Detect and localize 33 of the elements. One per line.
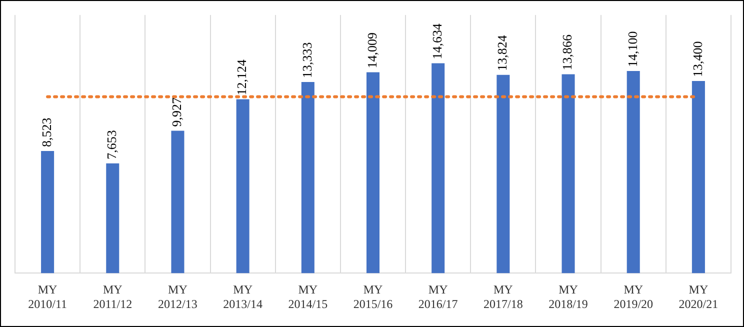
x-tick-label: MY 2019/20 [614, 282, 654, 311]
bar [171, 130, 184, 274]
x-tick-label: MY 2018/19 [548, 282, 588, 311]
bar [626, 70, 640, 274]
data-label: 14,634 [430, 23, 445, 60]
x-tick-label: MY 2016/17 [418, 282, 458, 311]
x-tick-label: MY 2015/16 [353, 282, 393, 311]
data-label: 9,927 [169, 97, 184, 127]
data-label: 14,100 [624, 31, 640, 67]
data-label: 13,824 [494, 34, 510, 71]
bar [366, 72, 380, 274]
bar [236, 99, 250, 274]
x-tick-label: MY 2011/12 [93, 282, 132, 311]
data-label: 13,333 [299, 42, 314, 78]
bar [692, 80, 705, 274]
bar [496, 74, 510, 274]
x-tick-label: MY 2013/14 [223, 282, 262, 311]
x-tick-label: MY 2017/18 [484, 282, 523, 311]
bar [41, 150, 54, 274]
x-tick-label: MY 2012/13 [158, 282, 198, 311]
data-label: 14,009 [364, 32, 380, 68]
x-tick-label: MY 2010/11 [28, 282, 67, 311]
bar [301, 82, 314, 274]
data-label: 13,400 [690, 41, 705, 77]
data-label: 13,866 [560, 34, 575, 70]
bar [432, 63, 445, 274]
data-label: 8,523 [38, 118, 54, 147]
data-label: 7,653 [104, 130, 120, 160]
x-tick-label: MY 2014/15 [288, 282, 328, 311]
data-label: 12,124 [234, 59, 250, 96]
bar [562, 74, 575, 274]
bar [106, 163, 120, 274]
x-tick-label: MY 2020/21 [678, 282, 718, 311]
